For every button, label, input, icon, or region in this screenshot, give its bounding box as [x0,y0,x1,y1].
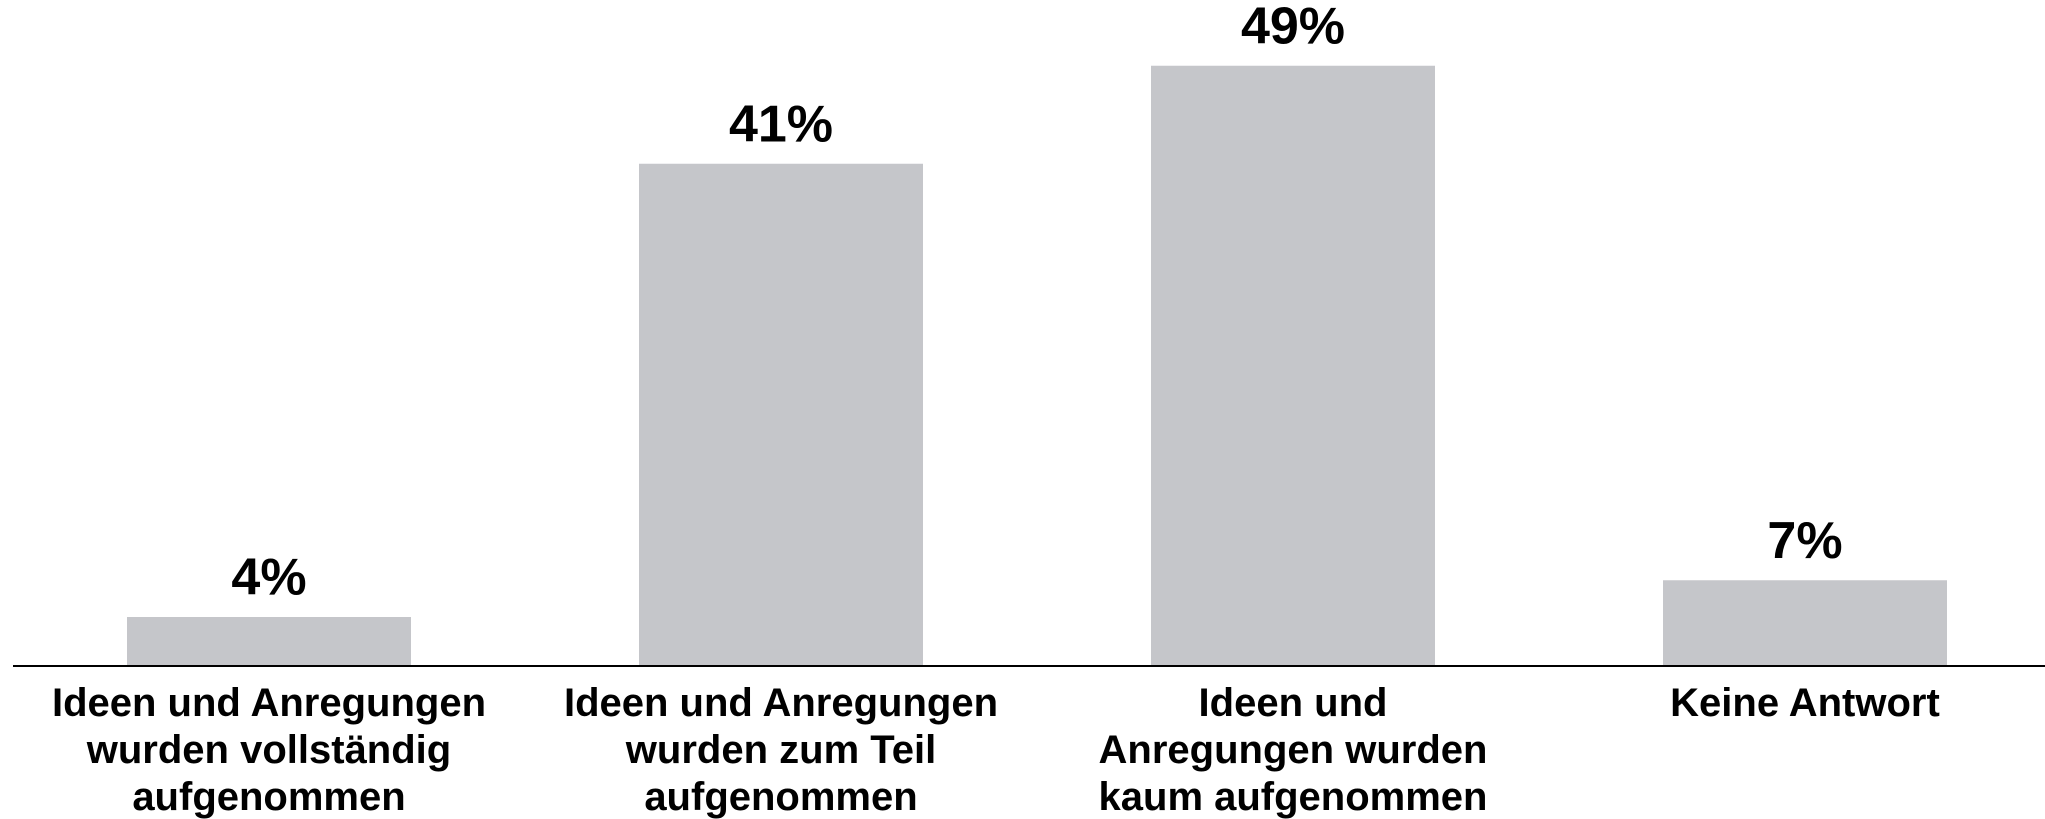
category-label: Ideen und Anregungen wurden zum Teil auf… [563,681,999,819]
bar [639,163,923,666]
bar [127,617,411,666]
value-label: 41% [729,95,833,153]
bar [1151,65,1435,666]
value-label: 4% [231,549,306,607]
value-label: 7% [1767,512,1842,570]
category-label: Ideen und Anregungen wurden kaum aufgeno… [1098,681,1488,819]
value-label: 49% [1241,0,1345,55]
bar [1663,580,1947,666]
category-label: Keine Antwort [1670,681,1940,725]
category-label: Ideen und Anregungen wurden vollständig … [51,681,487,819]
